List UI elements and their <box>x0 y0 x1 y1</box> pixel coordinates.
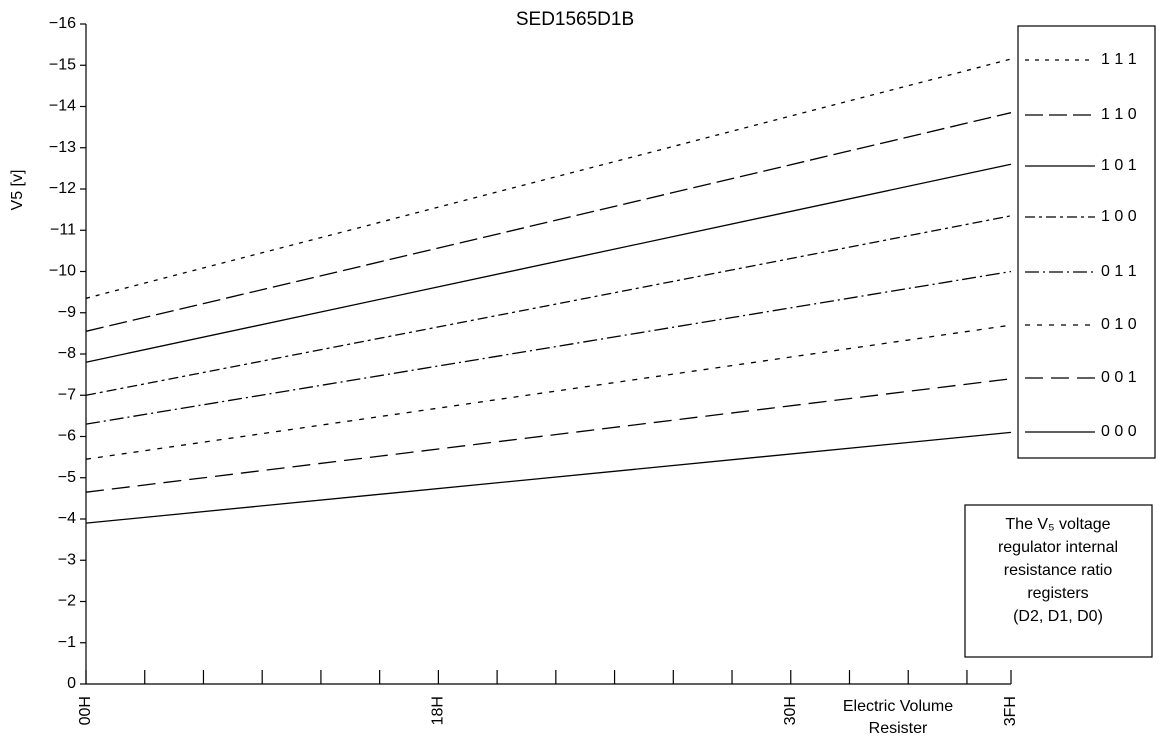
legend-label: 0 0 0 <box>1101 423 1137 440</box>
y-axis-label: V5 [v] <box>9 170 26 211</box>
x-tick-label: 00H <box>77 696 94 725</box>
y-tick-label: −8 <box>58 345 76 362</box>
y-tick-label: −14 <box>49 98 76 115</box>
y-tick-label: −4 <box>58 510 76 527</box>
x-axis-label: Resister <box>869 720 928 737</box>
y-tick-label: −9 <box>58 304 76 321</box>
legend-label: 1 0 0 <box>1101 208 1137 225</box>
legend-label: 0 1 1 <box>1101 263 1137 280</box>
x-axis-label: Electric Volume <box>843 698 953 715</box>
annotation-text: regulator internal <box>998 539 1118 556</box>
legend-label: 1 0 1 <box>1101 157 1137 174</box>
y-tick-label: −11 <box>50 221 76 238</box>
legend-label: 1 1 1 <box>1101 51 1137 68</box>
legend-label: 0 1 0 <box>1101 316 1137 333</box>
y-tick-label: −3 <box>58 551 76 568</box>
series-line <box>85 112 1012 332</box>
y-tick-label: −13 <box>49 139 76 156</box>
legend-label: 0 0 1 <box>1101 369 1137 386</box>
series-line <box>85 378 1012 493</box>
series-line <box>85 270 1012 425</box>
y-tick-label: −1 <box>58 634 76 651</box>
annotation-text: The V₅ voltage <box>1005 516 1110 533</box>
y-tick-label: −12 <box>49 180 76 197</box>
y-tick-label: −2 <box>58 593 76 610</box>
annotation-text: resistance ratio <box>1004 562 1113 579</box>
legend-box <box>1017 25 1156 459</box>
x-tick-label: 30H <box>782 696 799 725</box>
series-line <box>85 163 1012 363</box>
y-tick-label: −10 <box>49 263 76 280</box>
y-tick-label: −5 <box>58 469 76 486</box>
legend-label: 1 1 0 <box>1101 106 1137 123</box>
y-tick-label: −6 <box>58 428 76 445</box>
series-line <box>85 431 1012 524</box>
series-line <box>85 324 1012 460</box>
x-tick-label: 18H <box>430 696 447 725</box>
chart-title: SED1565D1B <box>516 9 634 30</box>
annotation-text: registers <box>1027 585 1088 602</box>
annotation-text: (D2, D1, D0) <box>1013 608 1103 625</box>
series-line <box>85 58 1012 299</box>
x-tick-label: 3FH <box>1002 696 1019 726</box>
y-tick-label: 0 <box>67 675 76 692</box>
y-tick-label: −7 <box>58 386 76 403</box>
series-line <box>85 215 1012 396</box>
y-tick-label: −15 <box>49 56 76 73</box>
annotation-box <box>964 504 1153 658</box>
y-tick-label: −16 <box>49 15 76 32</box>
